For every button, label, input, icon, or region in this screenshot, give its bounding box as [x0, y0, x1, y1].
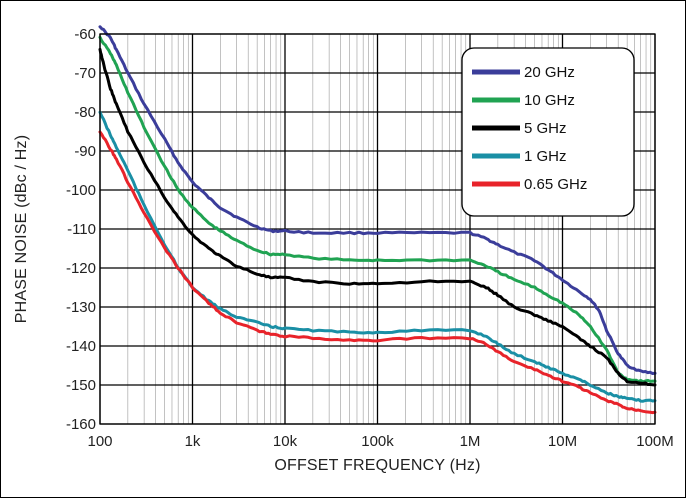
- series-line-20-ghz: [98, 25, 657, 375]
- plot-border: [99, 33, 656, 425]
- y-tick-label: -90: [74, 143, 96, 160]
- y-tick-label: -60: [74, 26, 96, 43]
- y-tick-label: -130: [66, 299, 96, 316]
- legend-label: 0.65 GHz: [524, 176, 587, 193]
- x-tick-label: 100M: [636, 433, 674, 450]
- legend-label: 1 GHz: [524, 148, 567, 165]
- x-tick-label: 1M: [460, 433, 481, 450]
- series-line-10-ghz: [98, 35, 657, 384]
- legend-label: 5 GHz: [524, 120, 567, 137]
- series-line-5-ghz: [98, 47, 657, 387]
- y-tick-label: -120: [66, 260, 96, 277]
- y-tick-labels: -60 -70 -80 -90 -100 -110 -120 -130 -140 -150 -160: [66, 26, 96, 433]
- series-lines: [98, 25, 657, 415]
- y-tick-label: -140: [66, 338, 96, 355]
- x-tick-label: 100: [87, 433, 112, 450]
- legend-box: [461, 47, 635, 217]
- y-tick-label: -80: [74, 104, 96, 121]
- y-tick-label: -110: [67, 221, 96, 238]
- legend: 20 GHz 10 GHz 5 GHz 1 GHz 0.65 GHz: [461, 47, 635, 217]
- series-line-0-65-ghz: [98, 130, 657, 415]
- y-tick-label: -150: [66, 377, 96, 394]
- y-tick-label: -160: [66, 416, 96, 433]
- x-axis-title: OFFSET FREQUENCY (Hz): [274, 457, 480, 474]
- y-tick-label: -70: [74, 65, 96, 82]
- y-tick-label: -100: [66, 182, 96, 199]
- series-line-1-ghz: [98, 110, 657, 403]
- y-axis-title: PHASE NOISE (dBc / Hz): [13, 135, 30, 323]
- legend-label: 20 GHz: [524, 64, 575, 81]
- x-tick-label: 10k: [273, 433, 298, 450]
- x-tick-label: 10M: [548, 433, 577, 450]
- x-tick-label: 100k: [361, 433, 394, 450]
- x-tick-labels: 100 1k 10k 100k 1M 10M 100M: [87, 433, 673, 450]
- x-tick-label: 1k: [185, 433, 201, 450]
- legend-label: 10 GHz: [524, 92, 575, 109]
